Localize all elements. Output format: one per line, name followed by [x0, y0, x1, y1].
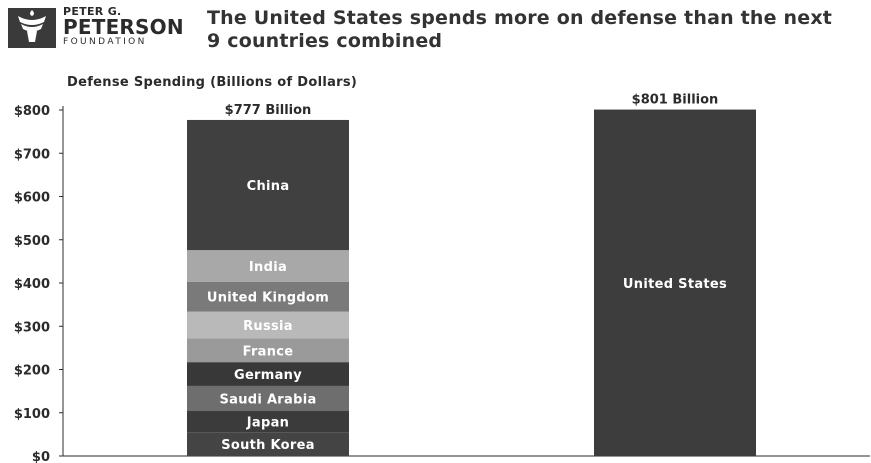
bar-segment: [187, 119, 349, 251]
bar-segment: [187, 338, 349, 363]
y-tick-label: $0: [32, 450, 50, 463]
bar-segment: [187, 281, 349, 312]
bar-segment: [187, 385, 349, 412]
chart-title: The United States spends more on defense…: [207, 7, 833, 52]
segment-label: China: [247, 179, 290, 194]
bar-total-label: $777 Billion: [225, 103, 312, 118]
bar-total-label: $801 Billion: [632, 93, 719, 108]
logo-line-2: PETERSON: [63, 15, 184, 39]
bar-segment: [187, 362, 349, 386]
segment-label: Japan: [246, 416, 289, 431]
segment-label: United States: [623, 277, 727, 292]
y-tick-label: $800: [14, 104, 50, 119]
segment-label: South Korea: [221, 438, 315, 453]
y-tick-label: $500: [14, 234, 50, 249]
logo-line-3: FOUNDATION: [63, 37, 147, 47]
logo-line-1: PETER G.: [63, 5, 122, 18]
bar-segment: [187, 311, 349, 339]
segment-label: India: [249, 260, 287, 275]
y-tick-label: $700: [14, 147, 50, 162]
peterson-foundation-logo: PETER G. PETERSON FOUNDATION: [8, 6, 188, 50]
bar-segment: [187, 250, 349, 282]
y-tick-label: $300: [14, 320, 50, 335]
segment-label: United Kingdom: [207, 291, 329, 306]
segment-label: Saudi Arabia: [219, 392, 316, 407]
y-tick-label: $600: [14, 191, 50, 206]
torch-logo-icon: [8, 8, 56, 48]
segment-label: Germany: [234, 368, 302, 383]
bar-segment: [187, 411, 349, 433]
bar-segment: [187, 432, 349, 456]
bar-segment: [594, 109, 756, 456]
chart-subtitle: Defense Spending (Billions of Dollars): [67, 75, 358, 90]
segment-label: France: [243, 344, 294, 359]
y-tick-label: $200: [14, 364, 50, 379]
y-tick-label: $100: [14, 407, 50, 422]
y-tick-label: $400: [14, 277, 50, 292]
segment-label: Russia: [243, 319, 293, 334]
